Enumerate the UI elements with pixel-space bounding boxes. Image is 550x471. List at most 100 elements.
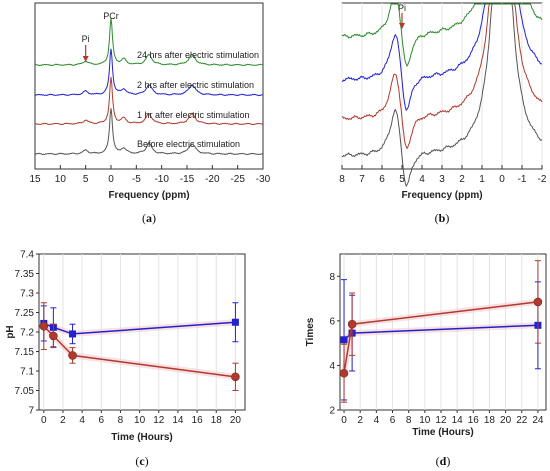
- panel-a-frame: [34, 2, 264, 170]
- data-point: [39, 321, 49, 331]
- panel-c-series: [39, 302, 240, 391]
- data-point: [339, 368, 349, 378]
- x-tick-label: 3: [439, 174, 445, 185]
- series-line: [43, 321, 236, 335]
- panel-a-series-labels: Before electric stimulation 1 hr after el…: [137, 50, 259, 149]
- panel-a: 15 10 5 0 -5 -10 -15 -20 -25 -30 Before electric …: [29, 2, 271, 225]
- y-tick-label: 8: [329, 272, 335, 283]
- x-tick-label: 6: [98, 415, 104, 426]
- x-tick-label: 20: [500, 415, 512, 426]
- panel-c-caption: (c): [135, 454, 148, 468]
- x-tick-label: 24: [532, 415, 544, 426]
- x-tick-label: -30: [256, 174, 271, 185]
- panel-d-y-ticks: 2 4 6 8: [329, 272, 340, 417]
- x-tick-label: 5: [399, 174, 405, 185]
- panel-b-pi-arrow-icon: [399, 13, 405, 29]
- panel-c-x-ticks: 0 2 4 6 8 10 12 14 16 18 20: [41, 410, 241, 426]
- panel-c-y-ticks: 7 7.05 7.1 7.15 7.2 7.25 7.3 7.35 7.4: [15, 250, 39, 417]
- x-tick-label: 18: [484, 415, 496, 426]
- x-tick-label: 6: [379, 174, 385, 185]
- x-tick-label: 0: [499, 174, 505, 185]
- x-tick-label: 4: [419, 174, 425, 185]
- panel-d-caption: (d): [436, 454, 451, 468]
- x-tick-label: 22: [516, 415, 528, 426]
- panel-d-series: [339, 260, 543, 403]
- y-tick-label: 7.3: [20, 289, 34, 300]
- data-point: [347, 319, 357, 329]
- panel-d-x-axis-label: Time (Hours): [412, 427, 474, 438]
- y-tick-label: 6: [329, 316, 335, 327]
- y-tick-label: 7: [28, 406, 34, 417]
- panel-d-x-ticks: 0 2 4 6 8 10 12 14 16 18 20 22 24: [341, 410, 544, 426]
- data-point: [231, 372, 240, 382]
- data-point: [69, 330, 77, 338]
- spectrum-line: [35, 48, 264, 97]
- panel-c-grid: [43, 254, 236, 410]
- series-label: 2 hrs after electric stimulation: [137, 80, 254, 90]
- data-point: [231, 318, 239, 326]
- pcr-peak-label: PCr: [103, 11, 119, 21]
- series-label: 1 hr after electric stimulation: [137, 110, 250, 120]
- y-tick-label: 2: [329, 406, 335, 417]
- x-tick-label: 0: [108, 174, 114, 185]
- panel-b-caption: (b): [435, 211, 450, 225]
- series-label: Before electric stimulation: [137, 139, 240, 149]
- data-point: [340, 336, 348, 344]
- panel-c-y-axis-label: pH: [5, 325, 16, 338]
- x-tick-label: 20: [230, 415, 242, 426]
- x-tick-label: -15: [180, 174, 195, 185]
- x-tick-label: 7: [359, 174, 365, 185]
- arrow-head: [82, 56, 89, 62]
- x-tick-label: 10: [134, 415, 146, 426]
- x-tick-label: 12: [153, 415, 165, 426]
- spectrum-line: [341, 3, 543, 67]
- x-tick-label: 6: [390, 415, 396, 426]
- x-tick-label: 8: [118, 415, 124, 426]
- x-tick-label: 18: [211, 415, 223, 426]
- x-tick-label: -20: [205, 174, 220, 185]
- x-tick-label: 12: [435, 415, 447, 426]
- y-tick-label: 7.25: [15, 308, 35, 319]
- x-tick-label: 0: [341, 415, 347, 426]
- y-tick-label: 7.2: [20, 328, 34, 339]
- panel-b-x-ticks: 8 7 6 5 4 3 2 1 0 -1 -2: [339, 165, 547, 185]
- x-tick-label: -1: [518, 174, 527, 185]
- y-tick-label: 7.1: [20, 367, 34, 378]
- x-tick-label: 4: [374, 415, 380, 426]
- x-tick-label: 5: [83, 174, 89, 185]
- y-tick-label: 7.35: [15, 269, 35, 280]
- y-tick-label: 7.4: [20, 250, 34, 261]
- panel-a-caption: (a): [142, 211, 156, 225]
- spectrum-line: [34, 18, 264, 67]
- x-tick-label: 1: [479, 174, 485, 185]
- arrow-head: [399, 23, 405, 29]
- panel-b-pi-peak-label: Pi: [398, 3, 406, 13]
- panel-b-x-axis-label: Frequency (ppm): [401, 190, 482, 201]
- x-tick-label: -25: [230, 174, 245, 185]
- pi-peak-label: Pi: [82, 34, 90, 44]
- series-label: 24 hrs after electric stimulation: [137, 50, 259, 60]
- pi-arrow-icon: [82, 45, 89, 62]
- y-tick-label: 7.05: [15, 386, 35, 397]
- x-tick-label: 2: [60, 415, 66, 426]
- x-tick-label: -5: [132, 174, 141, 185]
- x-tick-label: 4: [79, 415, 85, 426]
- spectrum-line: [34, 77, 264, 126]
- panel-c-x-axis-label: Time (Hours): [111, 432, 173, 443]
- panel-b: 8 7 6 5 4 3 2 1 0 -1 -2 Pi Frequency (ppm) (b): [339, 2, 547, 225]
- x-tick-label: 14: [172, 415, 184, 426]
- panel-a-x-ticks: 15 10 5 0 -5 -10 -15 -20 -25 -30: [29, 165, 271, 185]
- x-tick-label: 16: [192, 415, 204, 426]
- panel-b-grid: [341, 3, 543, 169]
- panel-d-y-axis-label: Times: [305, 317, 316, 346]
- panel-c: 0 2 4 6 8 10 12 14 16 18 20 7 7.05 7.1 7.15 7.2 7.25 7.3…: [5, 250, 246, 468]
- data-point: [68, 351, 77, 360]
- data-point: [49, 331, 58, 341]
- x-tick-label: 15: [29, 174, 41, 185]
- x-tick-label: 8: [406, 415, 412, 426]
- x-tick-label: 0: [41, 415, 47, 426]
- data-point: [533, 297, 543, 307]
- panel-a-spectra: [34, 18, 264, 156]
